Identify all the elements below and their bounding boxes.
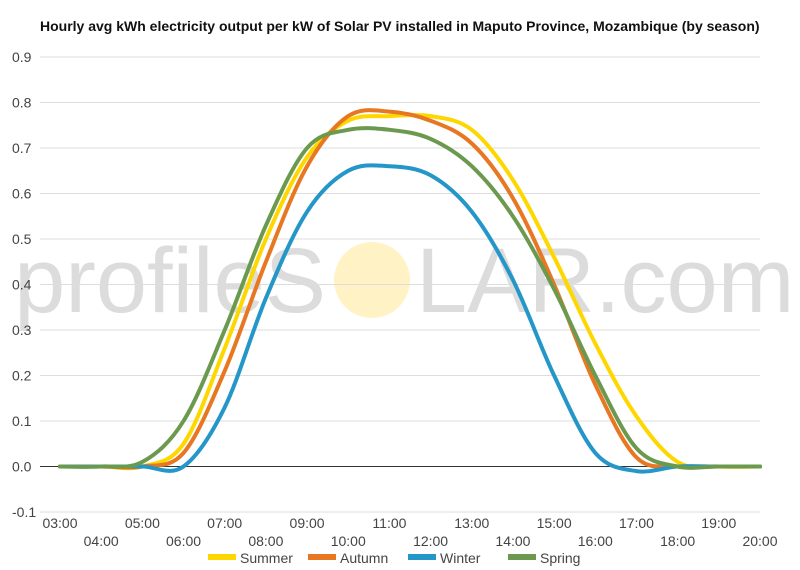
legend-item-spring: Spring — [508, 550, 580, 566]
x-tick-label: 03:00 — [42, 515, 77, 531]
x-tick-label: 08:00 — [248, 533, 283, 549]
legend-label: Autumn — [340, 550, 388, 566]
legend-swatch — [508, 554, 536, 560]
x-tick-label: 19:00 — [701, 515, 736, 531]
legend-item-autumn: Autumn — [308, 550, 388, 566]
y-tick-label: 0.6 — [12, 186, 32, 202]
legend-swatch — [208, 554, 236, 560]
chart-title: Hourly avg kWh electricity output per kW… — [40, 18, 760, 34]
x-tick-label: 04:00 — [84, 533, 119, 549]
watermark-sun — [334, 242, 410, 318]
x-tick-label: 16:00 — [578, 533, 613, 549]
series-group — [58, 108, 762, 474]
x-tick-label: 12:00 — [413, 533, 448, 549]
y-tick-label: 0.5 — [12, 231, 32, 247]
y-tick-label: 0.7 — [12, 140, 32, 156]
watermark-text-left: profileS — [14, 230, 326, 332]
x-tick-label: 20:00 — [742, 533, 777, 549]
legend-swatch — [408, 554, 436, 560]
y-tick-label: 0.4 — [12, 277, 32, 293]
legend-swatch — [308, 554, 336, 560]
x-tick-label: 11:00 — [372, 515, 406, 531]
legend-label: Spring — [540, 550, 580, 566]
legend-item-summer: Summer — [208, 550, 293, 566]
y-tick-label: 0.8 — [12, 95, 32, 111]
legend-label: Winter — [440, 550, 481, 566]
watermark: profileS LAR.com — [14, 230, 794, 332]
x-tick-label: 06:00 — [166, 533, 201, 549]
gridlines: -0.1 0.0 0.1 0.2 0.3 0.4 0.5 0.6 0.7 0.8 0.9 — [12, 49, 760, 520]
y-tick-label: 0.3 — [12, 322, 32, 338]
legend-item-winter: Winter — [408, 550, 481, 566]
x-tick-label: 09:00 — [290, 515, 325, 531]
x-tick-label: 14:00 — [495, 533, 530, 549]
legend-label: Summer — [240, 550, 293, 566]
y-tick-label: 0.1 — [12, 413, 32, 429]
y-tick-label: -0.1 — [12, 504, 36, 520]
x-tick-label: 13:00 — [454, 515, 489, 531]
x-tick-label: 18:00 — [660, 533, 695, 549]
x-axis: 03:00 04:00 05:00 06:00 07:00 08:00 09:00 10:00… — [42, 515, 777, 549]
x-tick-label: 10:00 — [331, 533, 366, 549]
x-tick-label: 15:00 — [537, 515, 572, 531]
x-tick-label: 05:00 — [125, 515, 160, 531]
x-tick-label: 17:00 — [619, 515, 654, 531]
x-tick-label: 07:00 — [207, 515, 242, 531]
y-tick-label: 0.2 — [12, 368, 32, 384]
series-line-autumn — [58, 108, 762, 470]
series-line-winter — [58, 163, 762, 474]
series-line-spring — [58, 126, 762, 470]
y-tick-label: 0.0 — [12, 459, 32, 475]
legend: Summer Autumn Winter Spring — [208, 550, 580, 566]
watermark-text-right: LAR.com — [416, 230, 794, 332]
y-tick-label: 0.9 — [12, 49, 32, 65]
